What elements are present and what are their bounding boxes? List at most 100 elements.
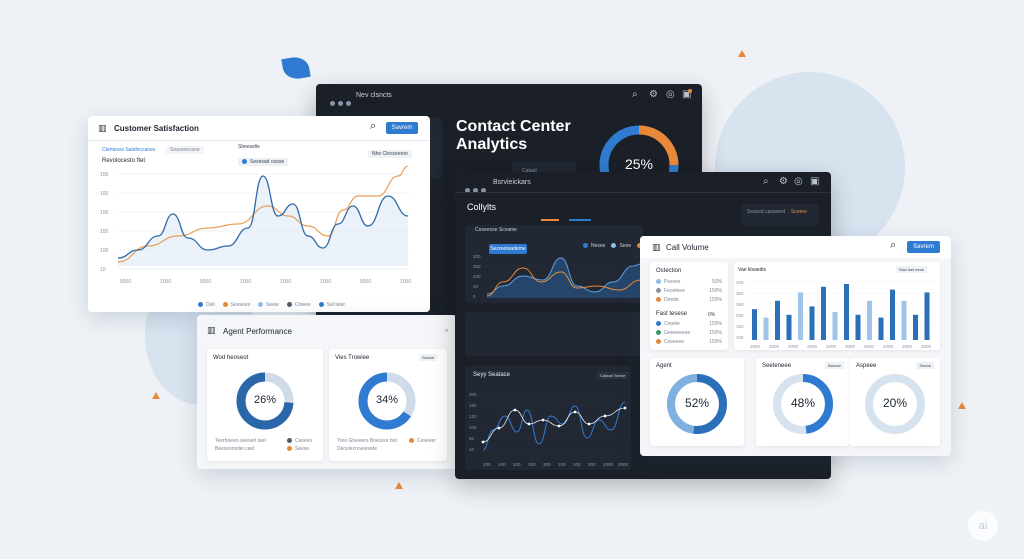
legend-item: Nesee	[583, 243, 605, 249]
x-tick: 2000	[864, 344, 875, 349]
chart-legend: Dell Seesees Seeie Cloeee Sel teier	[198, 293, 353, 311]
filter-select[interactable]: Nhe Clesceeroe	[368, 150, 412, 158]
tab-satisfaction[interactable]: Cteniesss Satsfeccanes	[102, 147, 156, 153]
data-point	[557, 424, 561, 428]
tab-indicator-blue	[569, 219, 591, 221]
legend-dot	[198, 302, 203, 308]
data-point	[623, 406, 627, 410]
bar-chart-card: Vae klsaedis Sacl iset eeoe 400 300 380 200…	[734, 262, 940, 350]
notification-icon[interactable]: ▣	[682, 89, 692, 100]
data-point	[587, 422, 591, 426]
stat-row-value: 150%	[709, 321, 722, 327]
notification-icon[interactable]: ▣	[810, 176, 820, 187]
stat-row-value: 150%	[709, 330, 722, 336]
left-value-2: 0%	[708, 312, 716, 318]
card-badge[interactable]: Seecel	[419, 354, 438, 361]
y-tick: 120	[469, 414, 477, 419]
search-icon[interactable]: ⌕	[890, 239, 897, 251]
window-title: Customer Satisfaction	[114, 124, 199, 133]
x-tick: 300	[543, 462, 551, 467]
donut-chart: 52%	[665, 372, 729, 436]
bar	[832, 312, 838, 340]
card-title: Wod heoseot	[213, 355, 249, 361]
legend-item: Cloeee	[286, 302, 311, 308]
building-icon: ▥	[207, 325, 216, 335]
donut-value: 20%	[882, 396, 908, 410]
x-tick: 1000	[400, 279, 411, 285]
settings-icon[interactable]: ⚙	[649, 89, 658, 100]
data-point	[541, 418, 545, 422]
bottom-chart-title: Seyy Seatace	[473, 372, 511, 378]
save-button[interactable]: Savrem	[907, 241, 940, 253]
bar-chart-title: Vae klsaedis	[738, 267, 766, 273]
building-icon: ▥	[98, 123, 107, 133]
donut-svg	[667, 374, 727, 434]
bar-chart-badge[interactable]: Sacl iset eeoe	[896, 266, 928, 273]
legend-item: Seeie	[258, 302, 279, 308]
donut-card-title: Seeteneee	[762, 363, 792, 369]
donut-chart: 20%	[863, 372, 927, 436]
toggle-icon[interactable]: ◦	[445, 325, 449, 335]
save-button[interactable]: Savrem	[386, 122, 418, 134]
x-tick: 2000	[618, 462, 629, 467]
stat-row: Geeeeeeee 150%	[656, 329, 722, 338]
y-tick: 100	[736, 335, 744, 340]
y-tick: 20	[473, 284, 479, 289]
data-point	[497, 426, 501, 430]
search-icon[interactable]: ⌕	[632, 89, 638, 100]
donut-card: Seeteneee Ssecee 48%	[756, 358, 850, 446]
bar	[798, 292, 803, 340]
help-icon[interactable]: ◎	[794, 176, 803, 187]
y-tick: 10	[100, 267, 106, 273]
bg-triangle-4	[958, 402, 966, 409]
donut-card-badge[interactable]: Ssecee	[824, 362, 844, 369]
data-point	[527, 422, 531, 426]
bar	[763, 317, 769, 340]
settings-icon[interactable]: ⚙	[779, 176, 788, 187]
donut-card-badge[interactable]: Seeoe	[916, 362, 934, 369]
bottom-chart-card: Seyy Seatace Cataoe Seeve 200 150 120 100 50…	[465, 366, 631, 470]
stat-row-label: Pssees	[664, 279, 681, 285]
legend-c: Ceseeer	[409, 437, 436, 446]
bg-triangle-2	[152, 392, 160, 399]
window-title: Agent Performance	[223, 327, 292, 336]
agent-donut-1-value: 26%	[253, 394, 277, 406]
search-icon[interactable]: ⌕	[370, 120, 377, 132]
y-tick: 10	[469, 447, 475, 452]
stat-row-label: Ceseeee	[664, 339, 685, 345]
help-icon[interactable]: ◎	[666, 89, 675, 100]
satisfaction-line-chart: 100 100 100 100 100 10 5000 1000 5000 1000 1000 100…	[100, 166, 411, 285]
y-tick: 150	[469, 403, 477, 408]
headline-line-2: Analytics	[456, 136, 528, 153]
data-point	[481, 440, 485, 444]
bottom-chart-badge[interactable]: Cataoe Seeve	[597, 372, 629, 379]
x-tick: 1000	[603, 462, 614, 467]
bg-leaf-shape	[281, 54, 311, 82]
bar	[867, 300, 872, 340]
y-tick: 300	[736, 291, 744, 296]
y-tick: 220	[473, 274, 481, 279]
stat-label: Cataat	[522, 168, 537, 174]
bar	[809, 306, 815, 340]
search-icon[interactable]: ⌕	[763, 176, 769, 187]
bar	[913, 314, 918, 340]
legend-toggle[interactable]: Sesesad cesoe	[238, 158, 289, 166]
agent-donut-2: 34%	[357, 371, 417, 431]
tab-secondary[interactable]: Soaureecaoe	[166, 146, 204, 154]
legend-dot	[656, 297, 661, 303]
stat-row-label: Deede	[664, 297, 679, 303]
bar	[821, 286, 826, 340]
y-tick: 100	[100, 210, 109, 216]
agent-card-2: Vies Trowiee Seecel 34% Tree Glveeers Bo…	[329, 349, 447, 461]
legend-dot	[286, 302, 292, 308]
legend-label: Sel teier	[326, 302, 346, 308]
y-tick: 100	[100, 229, 109, 235]
chart-action-button[interactable]: Secreeteademe	[489, 244, 527, 254]
agent-card-1: Wod heoseot 26% Teerboeeo seeserl tael B…	[207, 349, 323, 461]
legend-dot	[258, 302, 264, 308]
y-tick: 150	[736, 324, 744, 329]
topright-label: Ssaosd casseeot	[747, 209, 786, 215]
subtitle-right: Sbeeselle	[238, 144, 260, 150]
y-tick: 300	[473, 254, 481, 259]
topright-card: Ssaosd casseeot Sceere	[741, 204, 819, 226]
